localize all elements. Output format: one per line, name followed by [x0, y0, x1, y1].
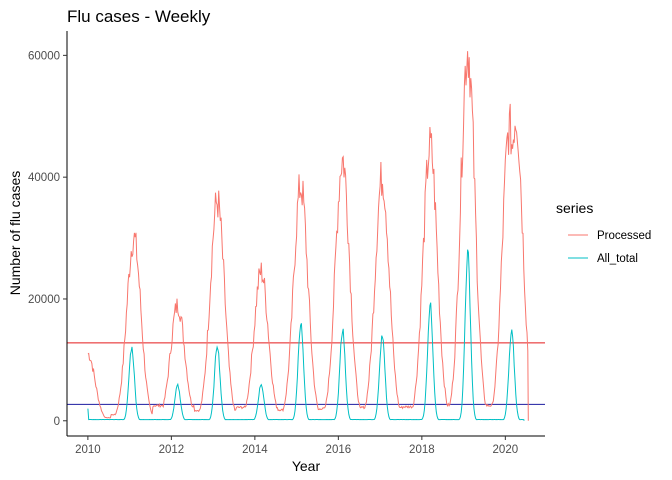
y-tick-label: 0	[54, 416, 60, 428]
y-tick-label: 20000	[28, 294, 60, 306]
x-tick-label: 2016	[326, 444, 352, 456]
plot-area	[67, 51, 545, 421]
series-line-all-total	[87, 249, 525, 421]
legend-label: All_total	[597, 253, 638, 265]
legend-title: series	[556, 200, 593, 216]
x-tick-label: 2018	[409, 444, 435, 456]
x-axis-title: Year	[292, 458, 321, 474]
legend: series Processed All_total	[556, 200, 651, 265]
x-ticks: 2010 2012 2014 2016 2018 2020	[75, 436, 518, 456]
y-ticks: 0 20000 40000 60000	[28, 50, 67, 428]
legend-entries: Processed All_total	[568, 230, 651, 265]
x-tick-label: 2020	[493, 444, 519, 456]
x-tick-label: 2014	[242, 444, 268, 456]
axes: 2010 2012 2014 2016 2018 2020 0 20000 40000 6000…	[28, 31, 545, 456]
chart-title: Flu cases - Weekly	[67, 7, 211, 26]
y-tick-label: 60000	[28, 50, 60, 62]
y-axis-title: Number of flu cases	[7, 171, 23, 296]
series-line-processed	[87, 51, 529, 421]
legend-label: Processed	[597, 230, 651, 242]
x-tick-label: 2010	[75, 444, 101, 456]
y-tick-label: 40000	[28, 172, 60, 184]
x-tick-label: 2012	[159, 444, 185, 456]
series-lines	[87, 51, 529, 421]
